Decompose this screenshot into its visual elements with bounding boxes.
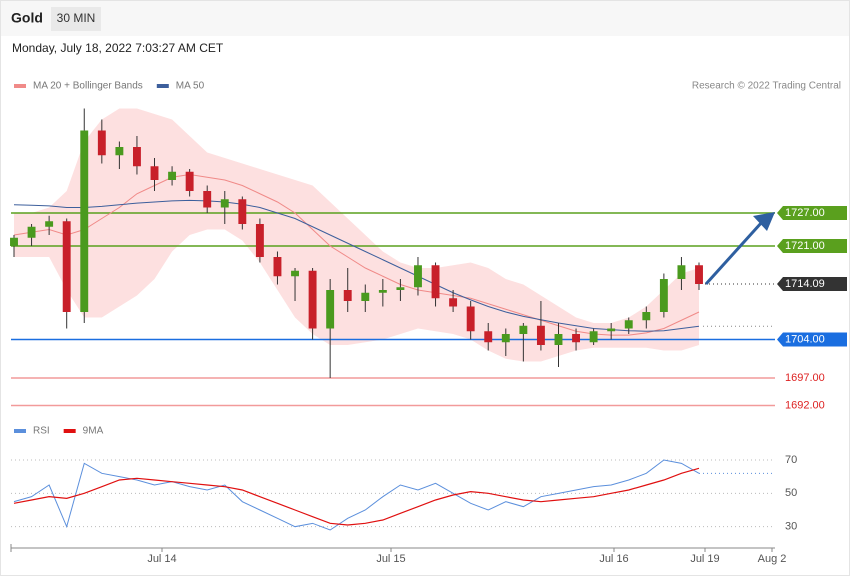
candle-body xyxy=(414,265,422,288)
level-label: 1714.09 xyxy=(785,278,825,290)
candle-body xyxy=(291,270,299,277)
y-tick-label: 70 xyxy=(785,454,797,466)
level-label: 1697.00 xyxy=(785,372,825,384)
candle-body xyxy=(484,331,493,343)
ma-line xyxy=(13,173,700,336)
rsi-line xyxy=(13,459,700,531)
legend-swatch xyxy=(14,84,26,88)
candle-body xyxy=(10,237,18,246)
candle-body xyxy=(378,290,387,293)
chart-title: Gold xyxy=(11,10,43,26)
rsi-line xyxy=(13,467,700,526)
candle-body xyxy=(255,224,264,257)
candle-body xyxy=(536,325,545,345)
candle-body xyxy=(396,287,405,290)
forecast-arrow-head xyxy=(753,212,775,231)
level-tag xyxy=(777,239,847,253)
x-tick-label: Jul 19 xyxy=(690,553,719,565)
candle-body xyxy=(554,334,563,345)
plot: 1727.00 1721.00 1714.09 1704.00 1697.00 1692.… xyxy=(10,108,847,565)
candle-body xyxy=(115,147,124,156)
y-tick-label: 30 xyxy=(785,521,797,533)
legend-label: MA 50 xyxy=(176,81,205,92)
candle-body xyxy=(132,147,141,167)
candle-body xyxy=(273,257,282,277)
candle-body xyxy=(466,306,475,332)
candle-body xyxy=(519,325,528,334)
candle-body xyxy=(501,334,510,343)
level-label: 1721.00 xyxy=(785,240,825,252)
candle-body xyxy=(431,265,440,299)
level-label: 1727.00 xyxy=(785,207,825,219)
level-label: 1704.00 xyxy=(785,333,825,345)
level-tag xyxy=(777,277,847,292)
x-tick-label: Jul 15 xyxy=(376,553,405,565)
source: Research © 2022 Trading Central xyxy=(692,81,841,92)
candle-body xyxy=(308,270,317,329)
candle-body xyxy=(607,328,616,332)
candle-body xyxy=(27,226,36,238)
candle-body xyxy=(168,171,177,180)
candle-body xyxy=(238,199,247,224)
candle-body xyxy=(185,171,194,191)
x-tick-label: Aug 2 xyxy=(758,553,787,565)
candle-body xyxy=(203,191,212,208)
y-tick-label: 50 xyxy=(785,487,797,499)
candle-body xyxy=(220,199,229,208)
candle-body xyxy=(659,279,668,312)
candle-body xyxy=(326,290,335,329)
forecast-arrow xyxy=(704,220,764,286)
legend-swatch xyxy=(156,84,169,88)
legend-label: 9MA xyxy=(83,426,104,437)
legend: MA 20 + Bollinger Bands MA 50 RSI 9MA xyxy=(14,81,205,437)
legend-label: RSI xyxy=(33,426,50,437)
candle-body xyxy=(80,130,89,312)
candle-body xyxy=(642,312,651,321)
candle-body xyxy=(589,331,598,343)
candle-body xyxy=(695,265,703,285)
legend-swatch xyxy=(63,429,76,433)
interval[interactable]: 30 MIN xyxy=(57,11,96,25)
candle-body xyxy=(97,130,106,156)
candle-body xyxy=(572,334,581,343)
level-tag xyxy=(777,332,847,347)
candle-body xyxy=(62,221,71,312)
candle-body xyxy=(361,292,370,301)
level-label: 1692.00 xyxy=(785,399,825,411)
level-tag xyxy=(777,206,847,220)
x-tick-label: Jul 14 xyxy=(147,553,176,565)
bollinger-band xyxy=(14,108,699,362)
header-bar xyxy=(1,1,849,36)
ma-line xyxy=(13,199,700,332)
interval-box[interactable] xyxy=(51,7,101,31)
subtitle: Monday, July 18, 2022 7:03:27 AM CET xyxy=(12,41,224,55)
candle-body xyxy=(449,298,458,307)
x-tick-label: Jul 16 xyxy=(599,553,628,565)
candle-body xyxy=(45,221,54,227)
candle-body xyxy=(150,166,159,180)
legend-swatch xyxy=(14,429,26,433)
candle-body xyxy=(343,290,352,301)
legend-label: MA 20 + Bollinger Bands xyxy=(33,81,143,92)
candle-body xyxy=(677,265,686,279)
candle-body xyxy=(624,320,633,329)
